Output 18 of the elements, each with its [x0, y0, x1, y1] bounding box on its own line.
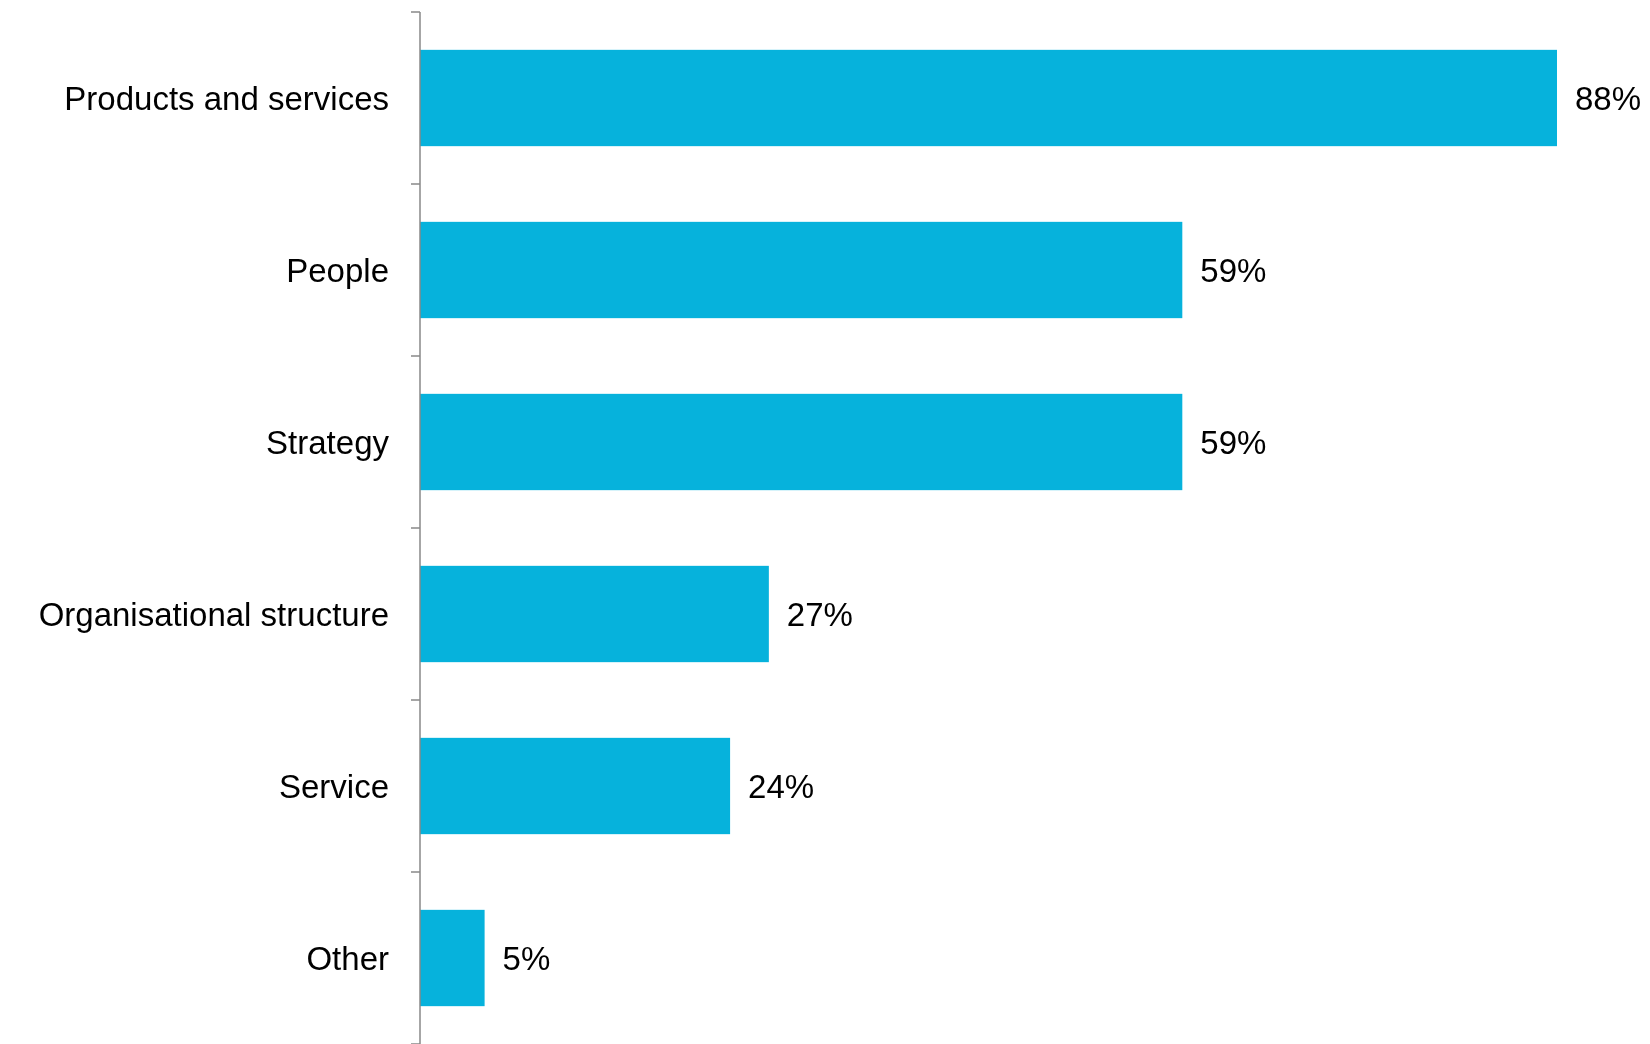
y-tick-label: Service	[278, 767, 389, 805]
y-tick-label: Other	[306, 939, 389, 977]
bar	[420, 49, 1557, 147]
bar	[420, 393, 1183, 491]
data-label: 27%	[786, 595, 853, 633]
data-label: 5%	[502, 939, 551, 977]
bar	[420, 221, 1183, 319]
y-tick-label: People	[286, 251, 389, 289]
bar	[420, 565, 769, 663]
y-tick-label: Organisational structure	[38, 595, 389, 633]
y-tick-label: Strategy	[266, 423, 390, 461]
data-label: 88%	[1575, 79, 1642, 117]
bar	[420, 909, 485, 1007]
bar	[420, 737, 731, 835]
data-label: 24%	[748, 767, 815, 805]
y-tick-label: Products and services	[64, 79, 389, 117]
data-label: 59%	[1200, 251, 1267, 289]
data-label: 59%	[1200, 423, 1267, 461]
